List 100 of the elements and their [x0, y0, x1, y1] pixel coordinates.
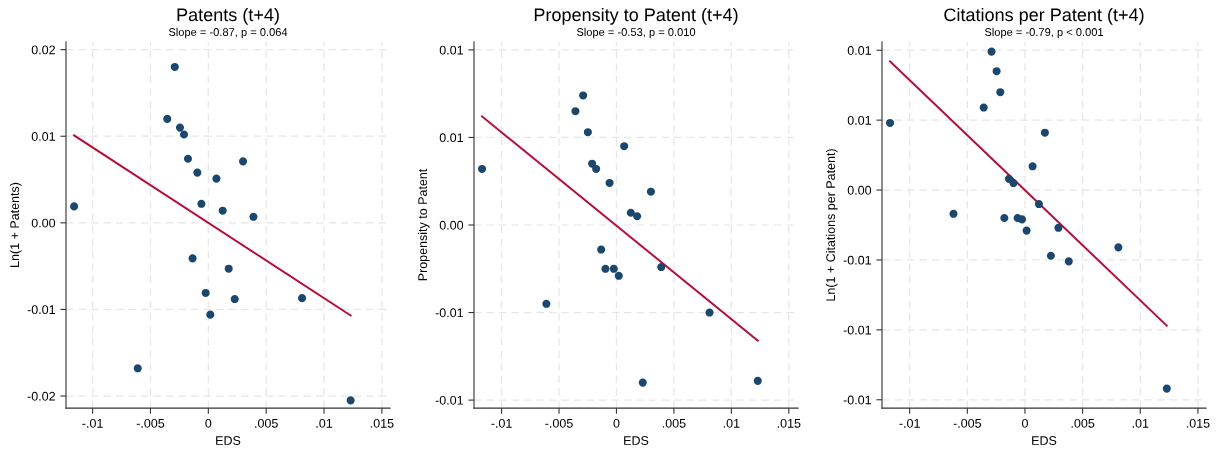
point — [614, 271, 623, 280]
point — [170, 62, 179, 72]
point — [212, 174, 221, 183]
chart-title: Patents (t+4) — [177, 7, 279, 25]
chart-subtitle: Slope = -0.79, p < 0.001 — [984, 27, 1104, 39]
x-tick-label: .015 — [1186, 418, 1210, 428]
point — [249, 212, 258, 221]
point — [193, 168, 202, 177]
point — [1046, 251, 1055, 260]
point — [1064, 257, 1073, 266]
x-axis-title: EDS — [624, 436, 649, 445]
point — [477, 164, 487, 174]
point — [1028, 162, 1037, 171]
point — [1054, 223, 1063, 232]
y-tick-label: -0.01 — [843, 395, 871, 405]
point — [620, 142, 629, 151]
point — [1040, 128, 1049, 137]
point — [1000, 213, 1009, 223]
point — [609, 264, 618, 273]
y-axis-title: Propensity to Patent — [417, 168, 430, 281]
point — [638, 378, 647, 387]
point — [1034, 199, 1043, 209]
x-tick-label: -.005 — [953, 418, 982, 428]
y-tick-label: -0.01 — [435, 395, 463, 405]
point — [230, 294, 239, 304]
y-tick-label: -0.01 — [27, 305, 55, 315]
point — [346, 396, 355, 405]
y-tick-label: -0.01 — [435, 308, 463, 318]
point — [224, 264, 233, 273]
y-tick-label: 0.02 — [31, 45, 55, 55]
point — [601, 264, 610, 273]
point — [996, 88, 1005, 97]
point — [163, 114, 172, 123]
chart-title: Citations per Patent (t+4) — [944, 7, 1144, 25]
x-tick-label: .005 — [662, 418, 686, 428]
point — [633, 212, 642, 221]
point — [1017, 215, 1027, 224]
x-tick-label: 0 — [1021, 418, 1028, 428]
chart-subtitle: Slope = -0.87, p = 0.064 — [168, 27, 288, 39]
x-tick-label: .01 — [316, 418, 333, 428]
point — [1009, 179, 1018, 188]
x-tick-label: .015 — [370, 418, 394, 428]
point — [133, 364, 142, 373]
y-tick-label: -0.01 — [843, 325, 871, 335]
chart-title: Propensity to Patent (t+4) — [534, 7, 738, 25]
x-tick-label: .015 — [777, 418, 801, 428]
point — [218, 206, 227, 215]
y-axis-title: Ln(1 + Patents) — [9, 182, 22, 267]
point — [705, 308, 714, 317]
point — [646, 187, 655, 196]
x-tick-label: .01 — [723, 418, 740, 428]
y-tick-label: 0.00 — [439, 220, 464, 230]
x-tick-label: .005 — [255, 418, 278, 428]
point — [542, 299, 551, 308]
point — [992, 67, 1001, 76]
point — [298, 294, 307, 303]
point — [201, 288, 210, 298]
x-tick-label: -.01 — [491, 418, 512, 428]
point — [179, 130, 189, 139]
point — [592, 164, 601, 174]
y-tick-label: 0.00 — [31, 218, 56, 228]
y-tick-label: 0.00 — [847, 185, 872, 195]
y-tick-label: 0.01 — [439, 133, 463, 143]
x-tick-label: -.005 — [136, 418, 165, 428]
point — [571, 107, 580, 116]
point — [597, 245, 606, 254]
point — [979, 103, 988, 112]
y-tick-label: 0.01 — [847, 46, 871, 55]
point — [183, 154, 193, 163]
y-axis-title: Ln(1 + Citations per Patent) — [825, 149, 838, 301]
y-tick-label: 0.01 — [847, 115, 871, 125]
chart-subtitle: Slope = -0.53, p = 0.010 — [576, 27, 696, 39]
x-tick-label: -.01 — [82, 418, 103, 428]
point — [886, 118, 895, 127]
point — [605, 178, 614, 188]
x-axis-title: EDS — [1032, 436, 1057, 445]
point — [1162, 384, 1171, 393]
point — [987, 47, 996, 56]
point — [657, 262, 666, 272]
x-tick-label: .005 — [1071, 418, 1095, 428]
point — [1114, 243, 1123, 252]
point — [197, 199, 206, 208]
point — [753, 376, 762, 385]
point — [70, 202, 79, 211]
point — [626, 208, 635, 217]
x-tick-label: -.005 — [545, 418, 573, 428]
point — [238, 157, 248, 166]
y-tick-label: -0.01 — [843, 255, 871, 265]
x-tick-label: -.01 — [899, 418, 920, 428]
point — [949, 209, 958, 218]
point — [1022, 226, 1031, 235]
y-tick-label: 0.01 — [31, 132, 55, 141]
x-tick-label: 0 — [205, 418, 212, 428]
y-tick-label: 0.01 — [439, 45, 463, 55]
x-tick-label: 0 — [613, 418, 620, 428]
point — [583, 128, 592, 137]
point — [579, 91, 588, 100]
x-tick-label: .01 — [1132, 418, 1149, 428]
x-axis-title: EDS — [216, 436, 241, 445]
point — [206, 310, 215, 319]
